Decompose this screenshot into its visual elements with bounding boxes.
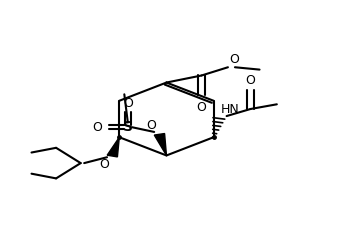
Polygon shape — [154, 134, 166, 155]
Text: O: O — [230, 53, 240, 66]
Text: S: S — [123, 120, 133, 134]
Text: O: O — [99, 158, 109, 171]
Text: O: O — [92, 121, 102, 134]
Text: O: O — [123, 97, 133, 109]
Text: O: O — [146, 119, 156, 132]
Text: HN: HN — [221, 103, 239, 116]
Text: O: O — [246, 74, 256, 87]
Polygon shape — [107, 137, 119, 157]
Text: O: O — [197, 101, 206, 114]
